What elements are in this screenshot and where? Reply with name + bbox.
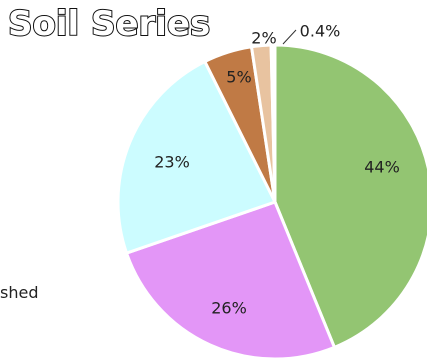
- slice-label-4: 5%: [226, 68, 251, 87]
- slice-label-3: 23%: [154, 153, 190, 172]
- legend-fragment: shed: [0, 283, 39, 302]
- pie-labels: 44% 26% 23% 5% 2% 0.4%: [154, 22, 400, 318]
- slice-label-5: 2%: [251, 29, 276, 48]
- chart-title: Soil Series: [7, 3, 211, 45]
- pie-slice-1: [273, 43, 427, 349]
- slice-label-6: 0.4%: [300, 22, 341, 41]
- leader-line: [282, 29, 297, 45]
- pie-slice-3: [116, 60, 277, 255]
- pie-slice-6: [269, 43, 277, 204]
- slice-label-1: 44%: [364, 158, 400, 177]
- pie-slices: [116, 43, 427, 360]
- pie-slice-2: [125, 200, 336, 360]
- slice-label-2: 26%: [211, 299, 247, 318]
